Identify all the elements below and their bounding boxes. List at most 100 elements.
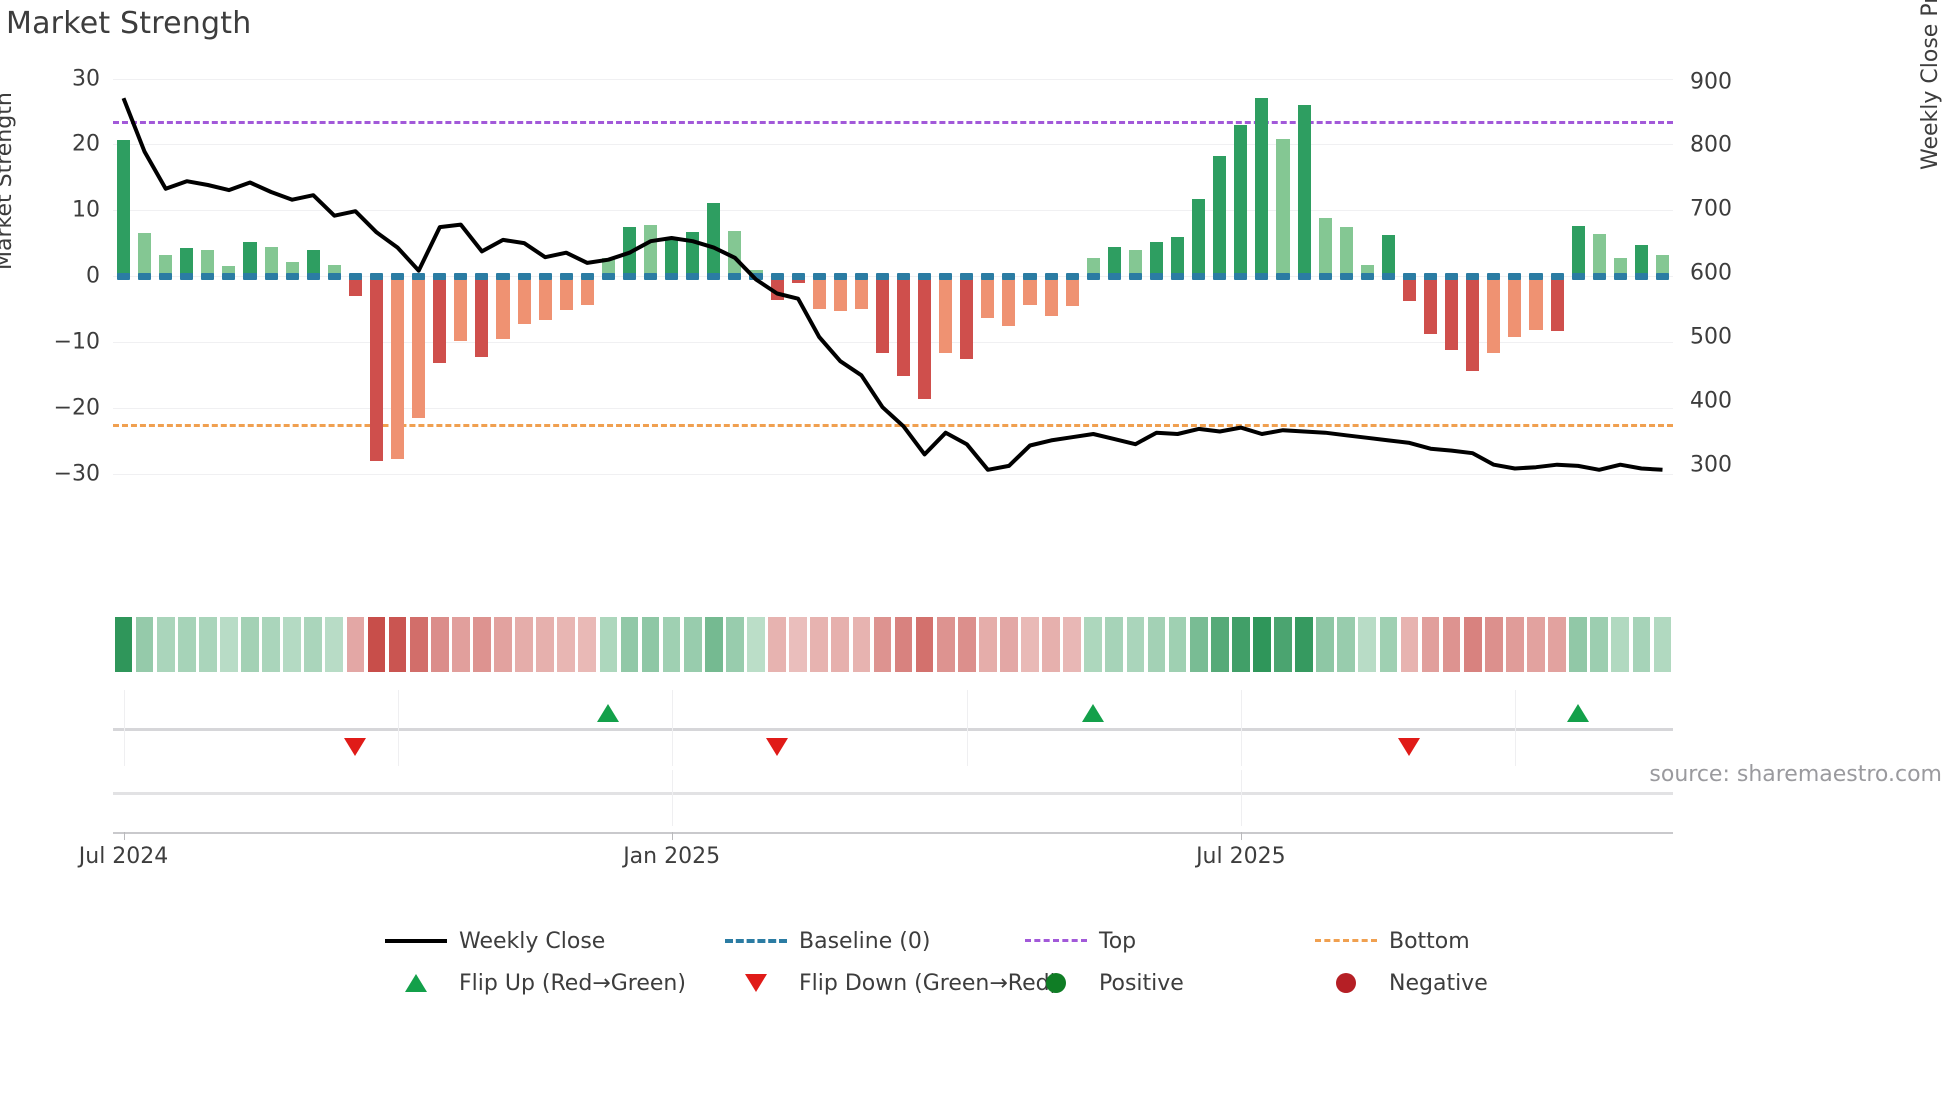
strength-bar[interactable] [1550,276,1564,331]
heatmap-cell[interactable] [283,617,302,672]
strength-bar[interactable] [1002,276,1016,327]
heatmap-cell[interactable] [1358,617,1377,672]
heatmap-cell[interactable] [1379,617,1398,672]
strength-bar[interactable] [580,276,594,306]
strength-bar[interactable] [833,276,847,312]
strength-bar[interactable] [559,276,573,311]
strength-bar[interactable] [1128,249,1142,277]
strength-bar[interactable] [1487,276,1501,353]
heatmap-cell[interactable] [1189,617,1208,672]
strength-bar[interactable] [159,255,173,277]
strength-bar[interactable] [749,269,763,277]
heatmap-cell[interactable] [1548,617,1566,672]
strength-bar[interactable] [1318,218,1332,277]
heatmap-cell[interactable] [1316,617,1334,672]
legend-item-bottom[interactable]: Bottom [1315,929,1575,954]
strength-bar[interactable] [369,276,384,461]
strength-bar[interactable] [1571,226,1585,277]
flip-down-marker[interactable] [766,738,789,756]
strength-bar[interactable] [1297,104,1311,277]
strength-bar[interactable] [201,249,215,277]
strength-bar[interactable] [875,276,889,354]
strength-bar[interactable] [264,247,278,277]
strength-bar[interactable] [728,231,742,277]
heatmap-cell[interactable] [1400,617,1419,672]
heatmap-cell[interactable] [747,617,765,672]
heatmap-cell[interactable] [1421,617,1440,672]
heatmap-cell[interactable] [726,617,744,672]
heatmap-cell[interactable] [346,617,365,672]
heatmap-cell[interactable] [177,617,196,672]
strength-bar[interactable] [1255,98,1269,277]
heatmap-cell[interactable] [936,617,955,672]
heatmap-cell[interactable] [620,617,639,672]
strength-bar[interactable] [1592,234,1606,277]
heatmap-cell[interactable] [1274,617,1292,672]
heatmap-cell[interactable] [515,617,533,672]
heatmap-cell[interactable] [557,617,576,672]
heatmap-cell[interactable] [262,617,280,672]
strength-bar[interactable] [222,265,236,277]
heatmap-cell[interactable] [831,617,850,672]
strength-bar[interactable] [1655,255,1669,277]
heatmap-cell[interactable] [325,617,344,672]
heatmap-cell[interactable] [494,617,512,672]
strength-bar[interactable] [812,276,826,310]
strength-bar[interactable] [454,276,468,341]
strength-bar[interactable] [1360,265,1374,277]
heatmap-cell[interactable] [304,617,323,672]
strength-bar[interactable] [1381,235,1395,277]
flip-up-marker[interactable] [1567,704,1590,722]
strength-bar[interactable] [1044,276,1058,316]
strength-bar[interactable] [1192,199,1206,277]
strength-bar[interactable] [1107,246,1121,277]
heatmap-cell[interactable] [1611,617,1630,672]
heatmap-cell[interactable] [979,617,997,672]
strength-bar[interactable] [285,262,299,277]
legend-item-flip-up[interactable]: Flip Up (Red→Green) [385,971,725,996]
heatmap-cell[interactable] [704,617,723,672]
heatmap-cell[interactable] [473,617,491,672]
heatmap-cell[interactable] [1295,617,1313,672]
strength-bar[interactable] [348,276,362,296]
strength-bar[interactable] [601,258,615,277]
legend-item-negative[interactable]: Negative [1315,971,1575,996]
heatmap-cell[interactable] [1527,617,1545,672]
flip-down-marker[interactable] [1398,738,1421,756]
strength-bar[interactable] [1529,276,1543,331]
strength-bar[interactable] [1086,257,1100,277]
heatmap-cell[interactable] [789,617,807,672]
strength-bar[interactable] [707,203,721,277]
legend-item-weekly-close[interactable]: Weekly Close [385,929,725,954]
strength-bar[interactable] [117,139,131,277]
heatmap-cell[interactable] [1168,617,1187,672]
heatmap-cell[interactable] [451,617,470,672]
heatmap-cell[interactable] [1210,617,1229,672]
strength-bar[interactable] [1634,244,1648,277]
heatmap-cell[interactable] [1484,617,1503,672]
strength-bar[interactable] [1023,276,1037,305]
strength-bar[interactable] [1276,138,1290,277]
heatmap-cell[interactable] [1590,617,1609,672]
heatmap-cell[interactable] [367,617,386,672]
heatmap-cell[interactable] [1253,617,1271,672]
heatmap-cell[interactable] [388,617,407,672]
heatmap-cell[interactable] [199,617,217,672]
heatmap-cell[interactable] [1126,617,1145,672]
flip-up-marker[interactable] [597,704,620,722]
heatmap-cell[interactable] [852,617,871,672]
heatmap-cell[interactable] [1147,617,1166,672]
heatmap-cell[interactable] [1506,617,1524,672]
strength-bar[interactable] [496,276,510,339]
strength-bar[interactable] [1171,237,1185,277]
strength-bar[interactable] [391,276,405,460]
strength-bar[interactable] [1402,276,1416,302]
strength-bar[interactable] [1065,276,1079,306]
heatmap-cell[interactable] [1632,617,1651,672]
heatmap-cell[interactable] [156,617,175,672]
strength-bar[interactable] [1149,241,1164,277]
heatmap-cell[interactable] [894,617,913,672]
heatmap-cell[interactable] [1463,617,1482,672]
heatmap-cell[interactable] [430,617,449,672]
strength-bar[interactable] [665,239,679,277]
